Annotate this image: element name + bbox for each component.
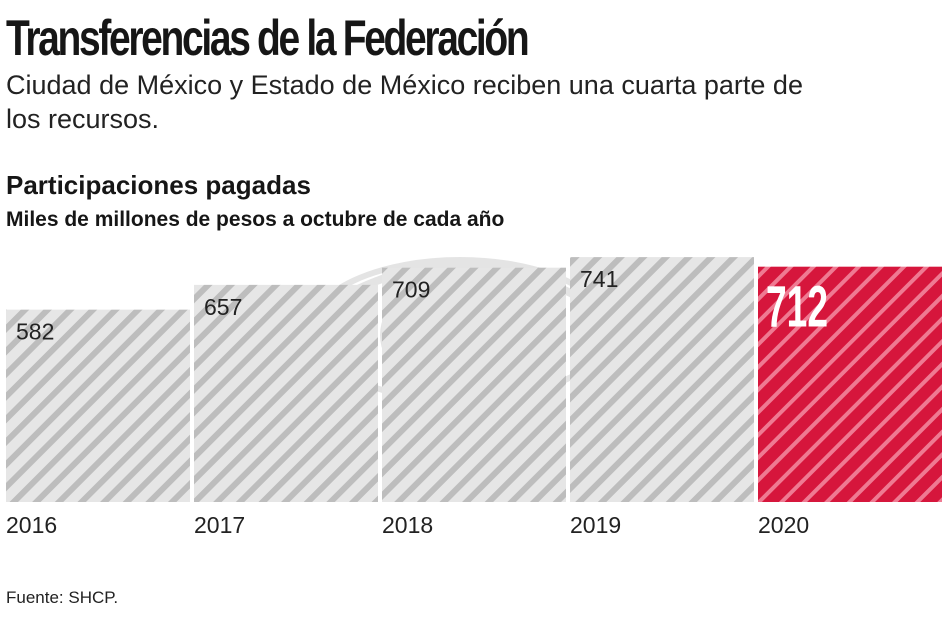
chart-unit-label: Miles de millones de pesos a octubre de … (6, 208, 505, 231)
bar-2020 (758, 266, 942, 502)
tick-label-2017: 2017 (194, 512, 245, 538)
tick-label-2018: 2018 (382, 512, 433, 538)
bar-2016 (6, 309, 190, 502)
source-note: Fuente: SHCP. (6, 588, 119, 607)
value-label-2020: 712 (766, 275, 828, 340)
bar-2019 (570, 257, 754, 502)
tick-label-2019: 2019 (570, 512, 621, 538)
value-label-2016: 582 (16, 319, 54, 345)
value-label-2017: 657 (204, 294, 242, 320)
value-label-2019: 741 (580, 266, 618, 292)
bar-chart: 582 657 709 741 712 2016 2017 2018 2019 2020 (6, 257, 942, 538)
tick-label-2020: 2020 (758, 512, 809, 538)
page-title: Transferencias de la Federación (6, 10, 530, 66)
page-subtitle: Ciudad de México y Estado de México reci… (6, 70, 803, 134)
bar-2017 (194, 284, 378, 502)
bar-2018 (382, 267, 566, 502)
tick-label-2016: 2016 (6, 512, 57, 538)
value-label-2018: 709 (392, 277, 430, 303)
chart-title: Participaciones pagadas (6, 170, 311, 200)
